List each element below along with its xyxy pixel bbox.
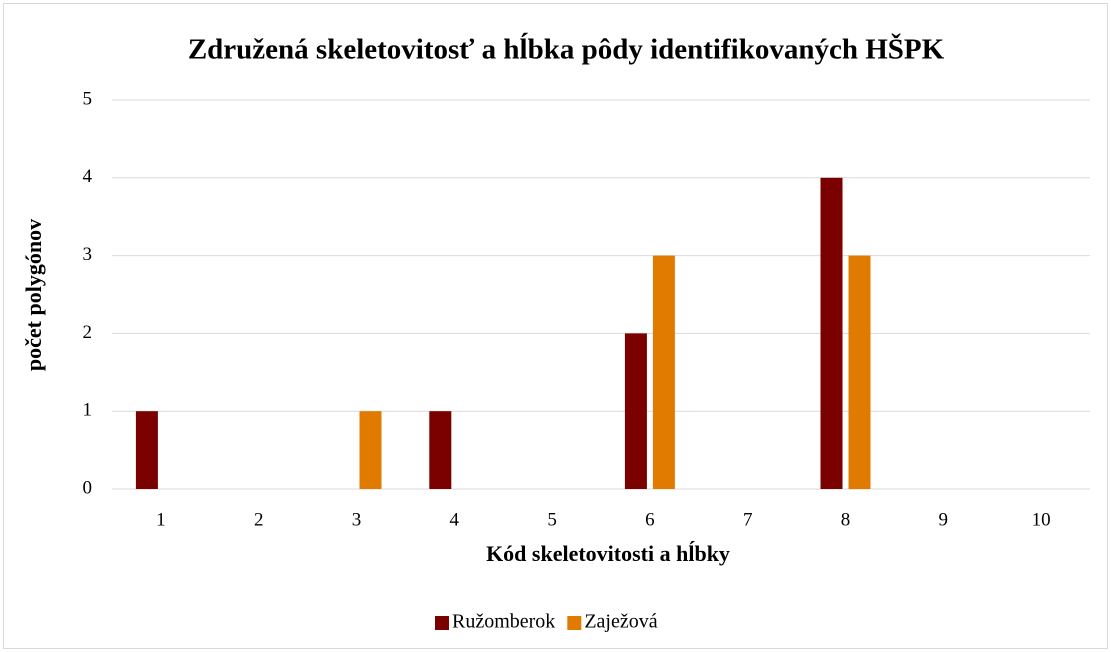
x-tick-label: 10 — [1032, 509, 1051, 530]
y-tick-label: 4 — [83, 166, 93, 187]
x-tick-label: 1 — [156, 509, 166, 530]
x-tick-label: 2 — [254, 509, 264, 530]
y-tick-label: 5 — [83, 88, 93, 109]
bar — [652, 255, 675, 489]
bar — [848, 255, 871, 489]
legend-label: Ružomberok — [452, 611, 555, 633]
bar — [359, 411, 382, 489]
legend-label: Zaježová — [584, 611, 657, 633]
x-tick-label: 9 — [939, 509, 949, 530]
bar — [135, 411, 158, 489]
chart-border — [3, 3, 1108, 649]
x-tick-label: 7 — [743, 509, 753, 530]
y-tick-label: 3 — [83, 244, 93, 265]
x-tick-label: 4 — [450, 509, 460, 530]
x-tick-label: 5 — [547, 509, 557, 530]
chart-title: Združená skeletovitosť a hĺbka pôdy iden… — [188, 32, 945, 66]
x-axis-label: Kód skeletovitosti a hĺbky — [486, 541, 730, 566]
legend-swatch — [435, 616, 449, 630]
bar — [820, 177, 843, 490]
y-axis-label: počet polygónov — [21, 219, 46, 371]
y-tick-label: 1 — [83, 400, 93, 421]
bar — [624, 333, 647, 489]
x-tick-label: 6 — [645, 509, 655, 530]
x-tick-label: 8 — [841, 509, 851, 530]
y-tick-label: 0 — [83, 477, 93, 498]
y-tick-label: 2 — [83, 322, 93, 343]
bar — [429, 411, 452, 489]
legend-swatch — [567, 616, 582, 630]
x-tick-label: 3 — [352, 509, 362, 530]
